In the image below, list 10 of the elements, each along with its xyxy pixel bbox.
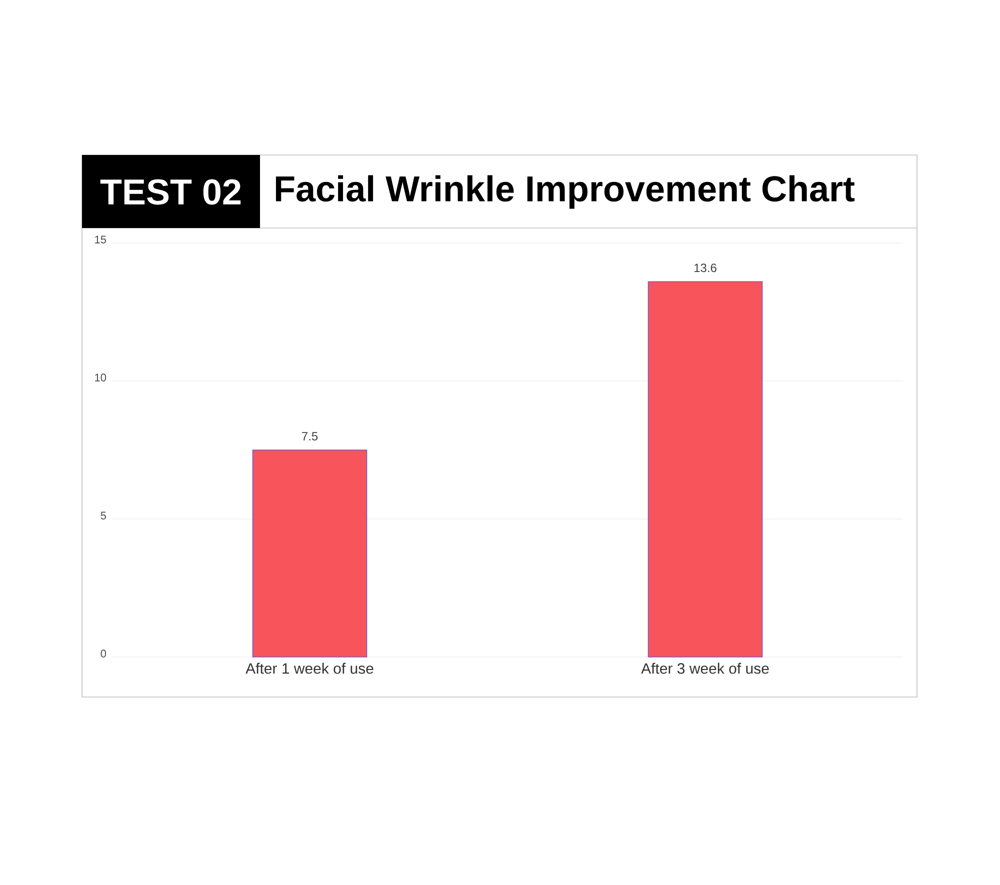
y-tick-label: 15 bbox=[95, 236, 106, 244]
data-label: 7.5 bbox=[302, 432, 318, 440]
data-label: 13.6 bbox=[694, 264, 716, 272]
x-tick-label: After 3 week of use bbox=[641, 662, 769, 674]
y-tick-label: 5 bbox=[100, 512, 106, 520]
y-tick-label: 0 bbox=[100, 650, 106, 658]
chart-title: TEST 02 bbox=[100, 179, 241, 205]
x-tick-label: After 1 week of use bbox=[246, 662, 374, 674]
chart-subtitle: Facial Wrinkle Improvement Chart bbox=[276, 175, 855, 209]
y-tick-label: 10 bbox=[95, 374, 106, 382]
